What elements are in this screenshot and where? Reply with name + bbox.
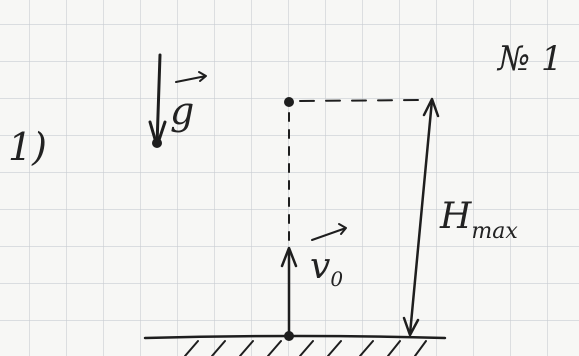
velocity-subscript: 0 (330, 267, 343, 291)
velocity-symbol: v (310, 246, 330, 287)
sketch: № 1 1) g v0 Hmax (0, 0, 579, 356)
problem-number: № 1 (496, 39, 563, 79)
height-symbol: H (439, 196, 472, 237)
gravity-label: g (170, 89, 194, 133)
height-subscript: max (471, 219, 518, 244)
item-number: 1) (8, 125, 47, 169)
